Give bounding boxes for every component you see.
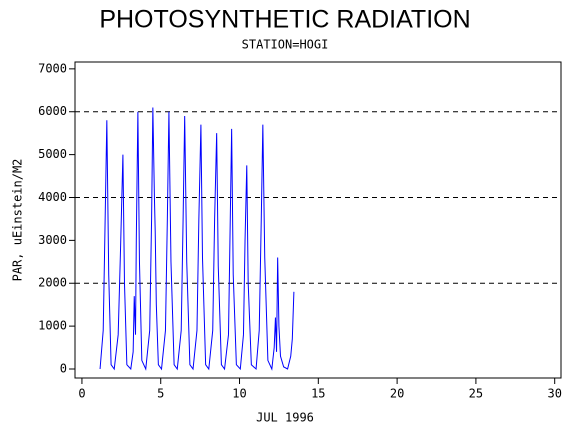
y-axis-label: PAR, uEinstein/M2 [11, 159, 25, 282]
y-tick-label: 5000 [38, 147, 67, 161]
y-tick-label: 2000 [38, 276, 67, 290]
y-tick-label: 0 [60, 361, 67, 375]
chart-title: PHOTOSYNTHETIC RADIATION [99, 6, 470, 34]
plot-frame [74, 61, 562, 379]
chart-subtitle: STATION=HOGI [242, 38, 329, 52]
x-axis-label: JUL 1996 [256, 411, 314, 425]
x-tick-label: 30 [547, 387, 561, 401]
x-tick-label: 10 [232, 387, 246, 401]
x-tick-label: 0 [78, 387, 85, 401]
x-tick-label: 15 [311, 387, 325, 401]
data-line [99, 107, 295, 371]
y-tick-label: 1000 [38, 319, 67, 333]
y-tick-label: 3000 [38, 233, 67, 247]
x-tick-label: 5 [157, 387, 164, 401]
x-tick-label: 25 [469, 387, 483, 401]
y-tick-label: 7000 [38, 61, 67, 75]
y-tick-label: 4000 [38, 190, 67, 204]
x-tick-label: 20 [390, 387, 404, 401]
y-tick-label: 6000 [38, 104, 67, 118]
